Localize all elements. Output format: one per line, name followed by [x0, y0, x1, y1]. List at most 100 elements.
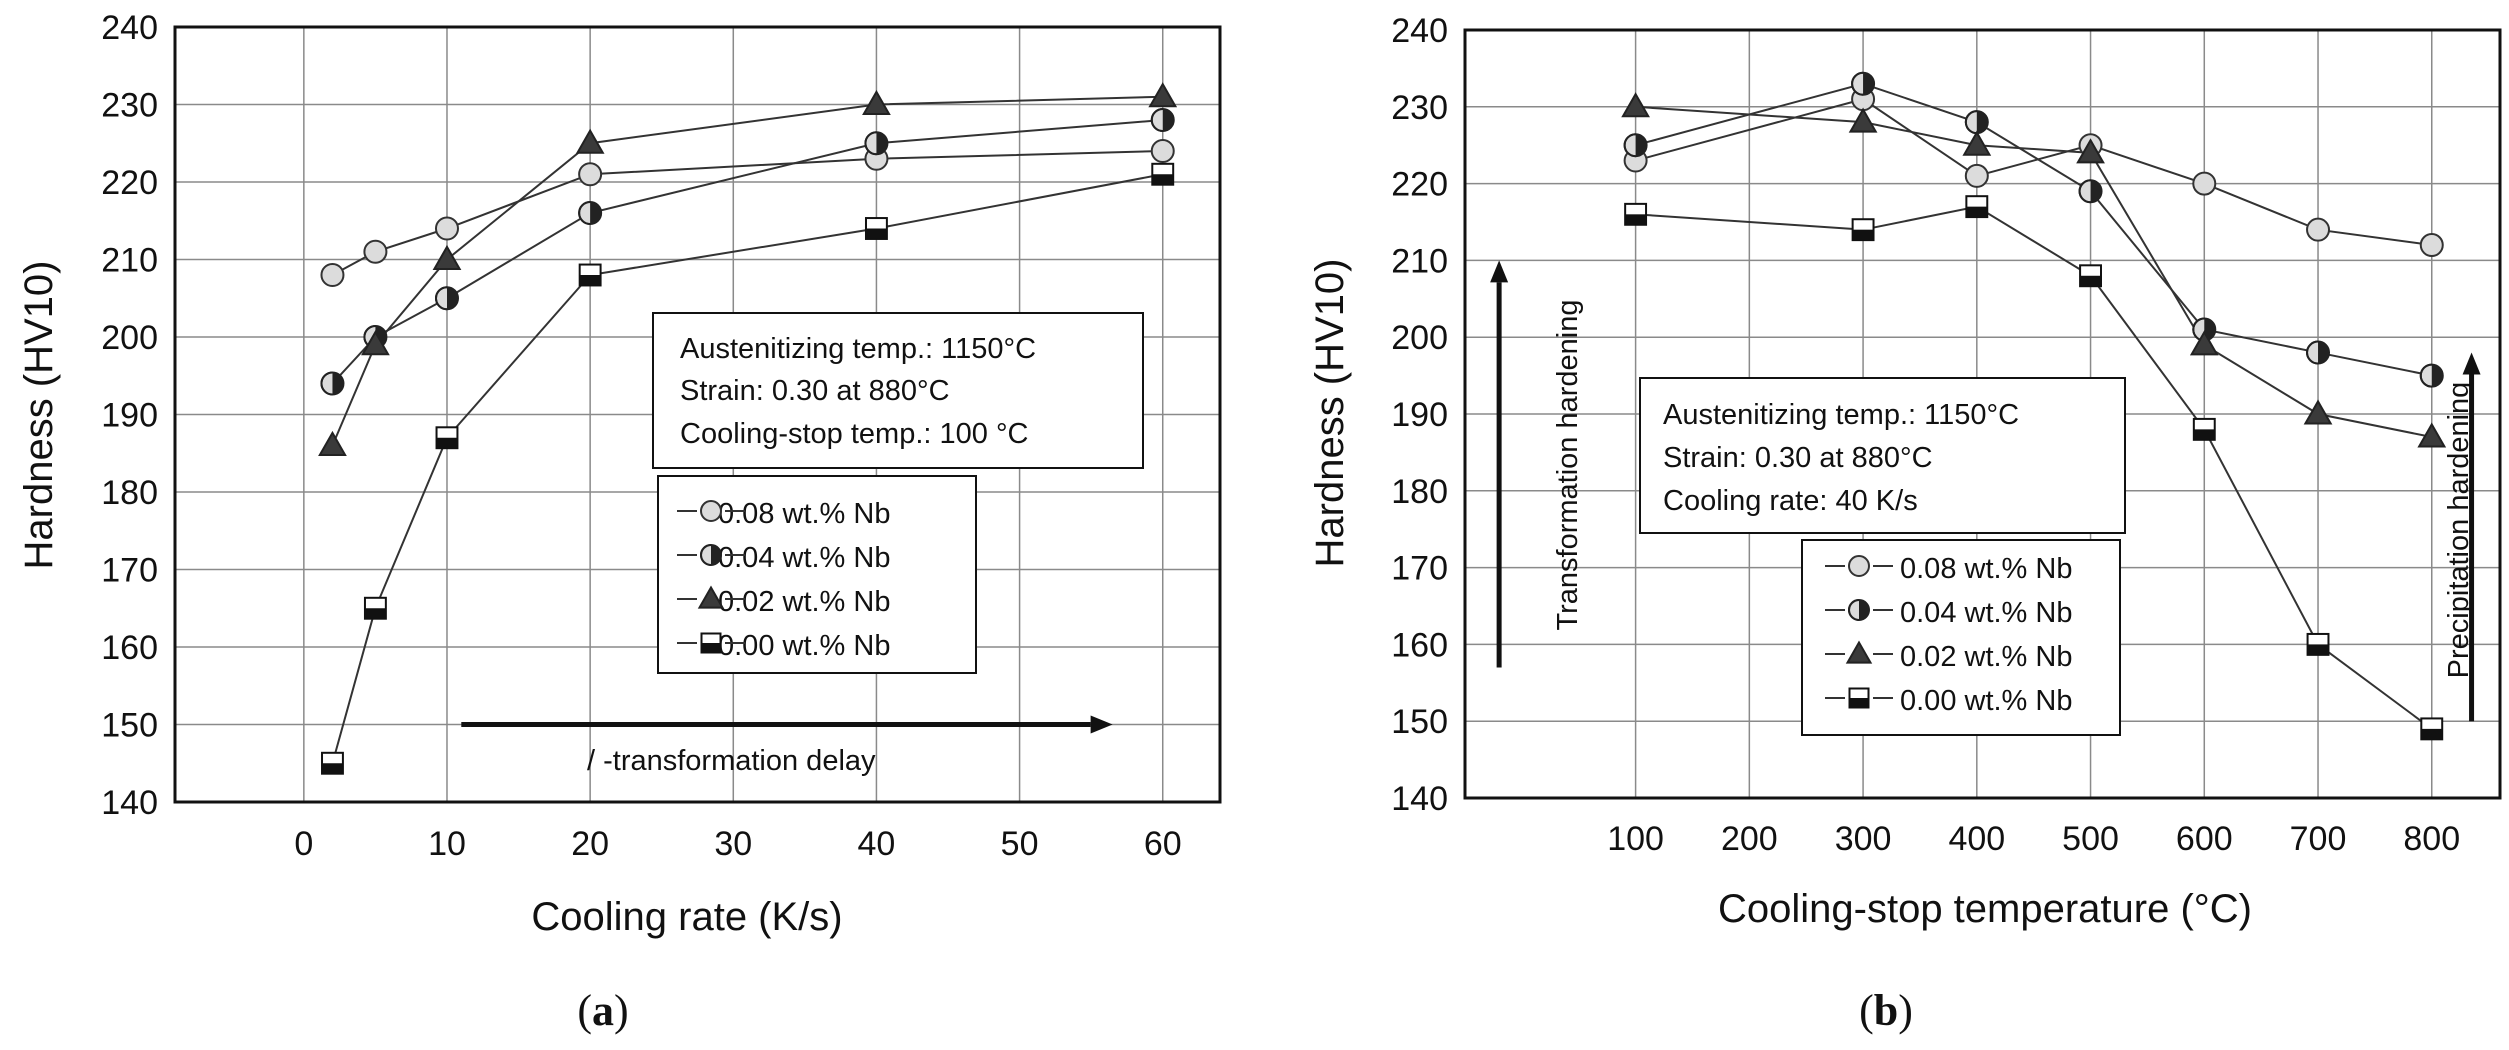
- panel-a-legend-label-3: 0.02 wt.% Nb: [718, 586, 890, 618]
- panel-a-y-tick-230: 230: [101, 87, 158, 125]
- panel-b-y-tick-210: 210: [1391, 242, 1448, 280]
- panel-a-point-0-02-wt-nb-20: [575, 128, 605, 154]
- panel-a-point-0-08-wt-nb-5: [363, 239, 388, 264]
- panel-a-point-0-02-wt-nb-5: [361, 330, 390, 356]
- panel-a-point-0-04-wt-nb-10: [434, 286, 459, 311]
- panel-b-y-tick-140: 140: [1391, 780, 1448, 818]
- panel-a-point-0-00-wt-nb-20: [578, 263, 602, 287]
- panel-b-y-tick-230: 230: [1391, 89, 1448, 127]
- panel-b-legend-label-4: 0.00 wt.% Nb: [1900, 685, 2072, 717]
- panel-a-point-0-02-wt-nb-10: [432, 244, 462, 270]
- panel-b-point-0-04-wt-nb-700: [2306, 340, 2331, 365]
- panel-b-point-0-00-wt-nb-300: [1851, 218, 1875, 242]
- panel-a-y-tick-180: 180: [101, 474, 158, 512]
- panel-a-y-tick-210: 210: [101, 242, 158, 280]
- panel-a-point-0-02-wt-nb-40: [862, 89, 891, 115]
- panel-b-x-tick-600: 600: [2176, 820, 2233, 858]
- panel-b-condition-2: Strain: 0.30 at 880°C: [1663, 442, 1933, 474]
- panel-b-y-tick-labels: 140 150 160 170 180 190 200 210 220 230 240: [1391, 12, 1448, 818]
- panel-a-point-0-08-wt-nb-2: [320, 263, 345, 287]
- panel-b-point-0-04-wt-nb-500: [2078, 179, 2103, 204]
- panel-a-caption: (a): [577, 986, 628, 1035]
- panel-b-point-0-02-wt-nb-500: [2076, 138, 2105, 164]
- panel-a-x-tick-10: 10: [428, 825, 466, 863]
- panel-a-y-tick-170: 170: [101, 552, 158, 590]
- panel-a-line-0-02-wt-nb: [331, 95, 1163, 446]
- panel-a-conditions-box: Austenitizing temp.: 1150°C Strain: 0.30…: [652, 312, 1144, 469]
- panel-b-legend-marker-2: [1848, 599, 1870, 621]
- panel-b-x-tick-800: 800: [2403, 820, 2460, 858]
- panel-a-line-0-00-wt-nb: [331, 173, 1163, 764]
- panel-a-x-tick-0: 0: [294, 825, 313, 863]
- panel-b-conditions-box: Austenitizing temp.: 1150°C Strain: 0.30…: [1639, 377, 2126, 534]
- panel-a-point-0-02-wt-nb-2: [318, 430, 347, 456]
- panel-b-legend-marker-4: [1848, 687, 1870, 709]
- panel-b-point-0-08-wt-nb-400: [1964, 163, 1989, 188]
- panel-b-point-0-02-wt-nb-400: [1962, 130, 1992, 156]
- panel-a-point-0-00-wt-nb-5: [363, 596, 387, 620]
- panel-b-x-tick-700: 700: [2290, 820, 2347, 858]
- panel-b-legend-label-3: 0.02 wt.% Nb: [1900, 641, 2072, 673]
- panel-b-caption: (b): [1859, 986, 1913, 1035]
- panel-a-legend-marker-1: [700, 500, 722, 522]
- panel-a-point-0-04-wt-nb-2: [320, 371, 345, 396]
- panel-a-y-tick-160: 160: [101, 629, 158, 667]
- panel-b-point-0-08-wt-nb-800: [2419, 233, 2444, 258]
- panel-b-point-0-08-wt-nb-700: [2306, 217, 2331, 242]
- panel-b-condition-3: Cooling rate: 40 K/s: [1663, 485, 1918, 517]
- panel-a-legend: 0.08 wt.% Nb 0.04 wt.% Nb 0.02 wt.% Nb 0…: [657, 475, 977, 674]
- panel-a-legend-marker-2: [700, 544, 722, 566]
- panel-b-point-0-00-wt-nb-100: [1624, 202, 1648, 226]
- panel-b-point-0-00-wt-nb-600: [2192, 417, 2216, 441]
- panel-b-point-0-04-wt-nb-400: [1964, 110, 1989, 135]
- panel-a-legend-label-4: 0.00 wt.% Nb: [718, 630, 890, 662]
- panel-b-point-0-04-wt-nb-300: [1851, 71, 1876, 96]
- panel-b-y-tick-240: 240: [1391, 12, 1448, 50]
- panel-a-y-tick-140: 140: [101, 784, 158, 822]
- panel-b-legend-label-1: 0.08 wt.% Nb: [1900, 553, 2072, 585]
- panel-a-y-tick-200: 200: [101, 319, 158, 357]
- panel-a-point-0-08-wt-nb-60: [1150, 139, 1175, 163]
- panel-b-y-tick-180: 180: [1391, 473, 1448, 511]
- panel-a-x-tick-50: 50: [1001, 825, 1039, 863]
- panel-b-x-tick-labels: 100 200 300 400 500 600 700 800: [1607, 820, 2460, 858]
- panel-b-point-0-02-wt-nb-600: [2189, 330, 2219, 356]
- panel-a-legend-marker-3: [697, 585, 725, 609]
- panel-b-x-tick-100: 100: [1607, 820, 1664, 858]
- panel-a-condition-2: Strain: 0.30 at 880°C: [680, 375, 950, 407]
- panel-a-point-0-08-wt-nb-20: [578, 162, 603, 187]
- panel-b-conditions-frame: [1639, 377, 2126, 534]
- panel-b-x-tick-500: 500: [2062, 820, 2119, 858]
- panel-b-y-tick-190: 190: [1391, 396, 1448, 434]
- panel-a-point-0-04-wt-nb-40: [864, 131, 889, 156]
- panel-b-x-tick-200: 200: [1721, 820, 1778, 858]
- panel-b-point-0-00-wt-nb-500: [2079, 264, 2102, 288]
- panel-a-condition-1: Austenitizing temp.: 1150°C: [680, 333, 1036, 365]
- panel-b-point-0-02-wt-nb-300: [1848, 107, 1878, 133]
- panel-a-point-0-08-wt-nb-10: [434, 216, 459, 241]
- panel-a-markers: [318, 82, 1178, 775]
- panel-a-x-tick-40: 40: [858, 825, 896, 863]
- panel-b-y-tick-170: 170: [1391, 550, 1448, 588]
- panel-b-point-0-02-wt-nb-100: [1621, 92, 1650, 118]
- panel-a-x-axis-label: Cooling rate (K/s): [531, 895, 842, 939]
- panel-b-point-0-04-wt-nb-800: [2419, 363, 2444, 388]
- panel-b-y-tick-160: 160: [1391, 626, 1448, 664]
- panel-a-y-axis-label: Hardness (HV10): [17, 260, 61, 569]
- panel-b-y-tick-220: 220: [1391, 166, 1448, 204]
- panel-b-point-0-02-wt-nb-800: [2417, 422, 2447, 448]
- panel-b-legend-marker-1: [1848, 555, 1870, 577]
- panel-a-x-tick-60: 60: [1144, 825, 1182, 863]
- panel-a-point-0-00-wt-nb-2: [321, 751, 344, 775]
- panel-b-point-0-02-wt-nb-700: [2303, 399, 2333, 425]
- panel-b-point-0-00-wt-nb-800: [2420, 717, 2444, 741]
- panel-b: 140 150 160 170 180 190 200 210 220 230 240 100 200…: [1308, 12, 2502, 1035]
- panel-b-legend-label-2: 0.04 wt.% Nb: [1900, 597, 2072, 629]
- panel-a-transformation-delay-annotation: / -transformation delay: [461, 715, 1113, 777]
- transformation-hardening-arrow: [1490, 260, 1509, 668]
- panel-a-point-0-04-wt-nb-60: [1150, 108, 1175, 132]
- panel-a-y-tick-220: 220: [101, 164, 158, 202]
- panel-a-point-0-02-wt-nb-60: [1148, 82, 1178, 108]
- panel-a-y-tick-240: 240: [101, 9, 158, 47]
